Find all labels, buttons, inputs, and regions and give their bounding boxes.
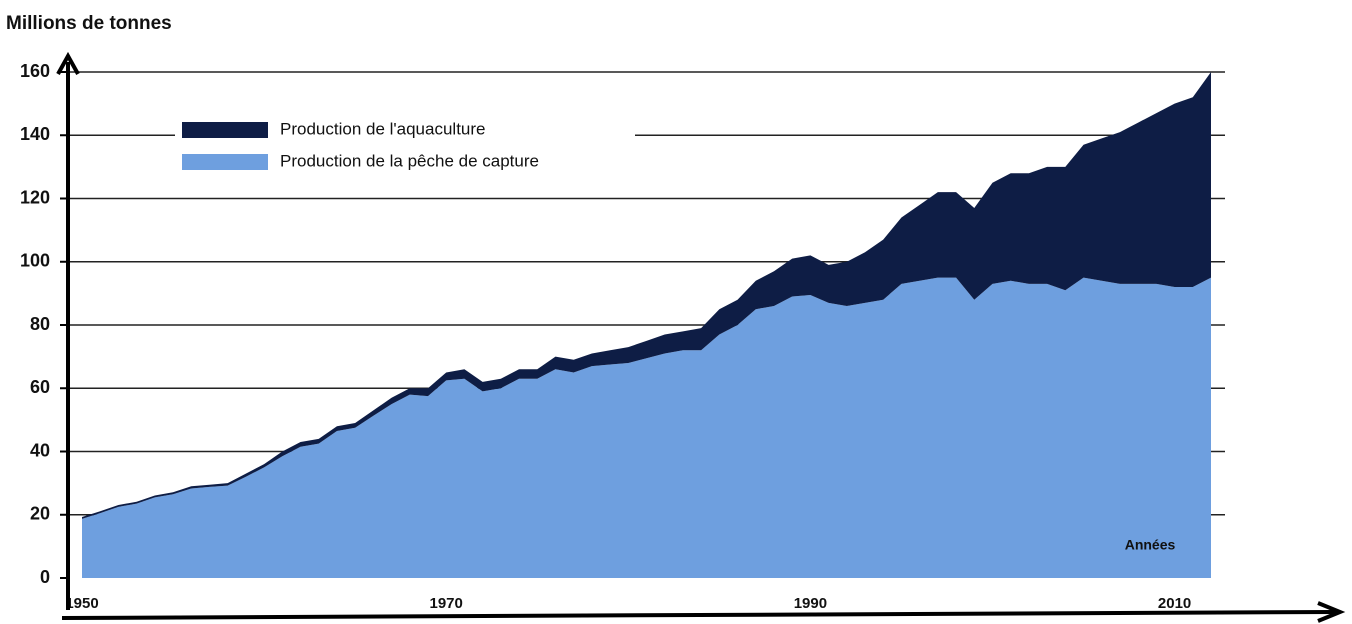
- y-axis-label: Millions de tonnes: [6, 13, 172, 34]
- y-tick-label: 20: [30, 504, 50, 524]
- area: [82, 277, 1211, 578]
- y-tick-label: 120: [20, 187, 50, 207]
- x-tick-label: 1990: [794, 595, 827, 612]
- y-tick-label: 100: [20, 251, 50, 271]
- overlay: Production de l'aquaculture Production de…: [175, 114, 635, 180]
- y-tick-label: 160: [20, 61, 50, 81]
- areas: [82, 72, 1211, 578]
- x-tick-label: 1970: [430, 595, 463, 612]
- x-tick-label: 2010: [1158, 595, 1191, 612]
- y-tick-label: 140: [20, 124, 50, 144]
- legend-label: Production de l'aquaculture: [280, 119, 486, 138]
- y-tick-label: 0: [40, 567, 50, 587]
- legend-swatch: [182, 122, 268, 138]
- x-axis: [61, 610, 1336, 620]
- legend-swatch: [182, 154, 268, 170]
- legend-label: Production de la pêche de capture: [280, 151, 539, 170]
- y-axis-arrow: [56, 51, 80, 75]
- x-axis-arrow: [1317, 601, 1346, 623]
- y-tick-label: 60: [30, 377, 50, 397]
- x-tick-label: 1950: [65, 595, 98, 612]
- y-tick-label: 40: [30, 440, 50, 460]
- x-axis-label: Années: [1125, 537, 1176, 553]
- y-tick-label: 80: [30, 314, 50, 334]
